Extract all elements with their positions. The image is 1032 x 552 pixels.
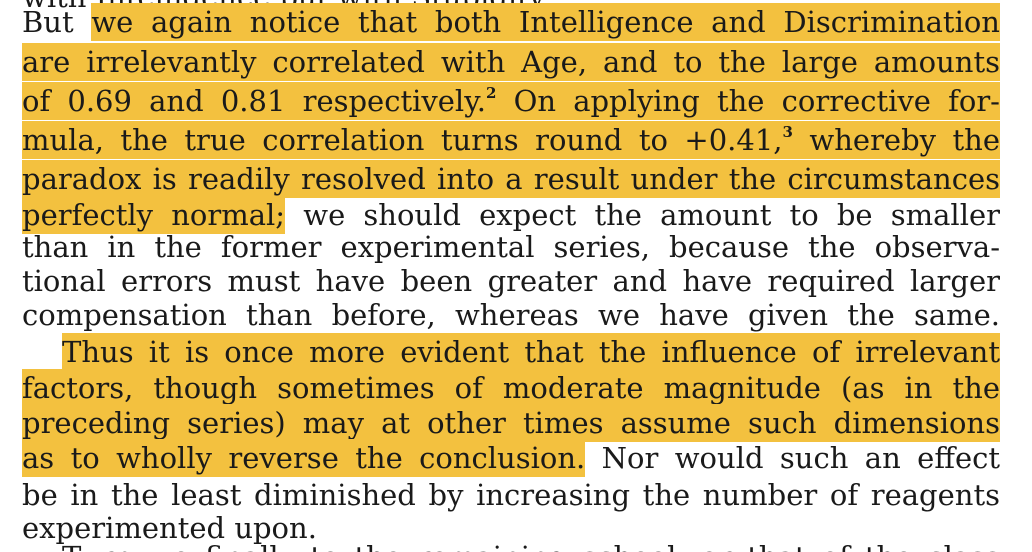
highlighted-text: of 0.69 and 0.81 respectively.2 On apply…	[22, 82, 1000, 120]
highlighted-text: factors, though sometimes of moderate ma…	[22, 369, 1000, 407]
text-line: But we again notice that both Intelligen…	[22, 3, 1000, 41]
text-line: mula, the true correlation turns round t…	[22, 121, 1000, 159]
highlighted-text: mula, the true correlation turns round t…	[22, 121, 1000, 159]
line-text: be in the least diminished by increasing…	[22, 478, 1000, 512]
text-line: of 0.69 and 0.81 respectively.2 On apply…	[22, 82, 1000, 120]
line-text: Turn we finally to the remaining school,…	[62, 540, 1000, 552]
highlighted-segment: On applying the corrective for-	[496, 84, 1000, 118]
highlighted-text: perfectly normal;	[22, 196, 286, 234]
line-text: tional errors must have been greater and…	[22, 264, 1000, 298]
line-text: experimented upon.	[22, 511, 317, 545]
text-line: preceding series) may at other times ass…	[22, 404, 1000, 442]
text-line: paradox is readily resolved into a resul…	[22, 160, 1000, 198]
text-line-paragraph-start: Thus it is once more evident that the in…	[22, 333, 1000, 371]
text-line-cut-bottom: Turn we finally to the remaining school,…	[22, 538, 1000, 552]
footnote-marker: 2	[485, 84, 497, 102]
highlighted-text: preceding series) may at other times ass…	[22, 404, 1000, 442]
highlighted-segment: of 0.69 and 0.81 respectively.	[22, 84, 486, 118]
highlighted-segment: mula, the true correlation turns round t…	[22, 123, 783, 157]
text-line: compensation than before, whereas we hav…	[22, 296, 1000, 334]
line-text: But	[22, 5, 92, 39]
footnote-marker: 3	[782, 123, 793, 141]
highlighted-text: we again notice that both Intelligence a…	[91, 3, 1000, 41]
highlighted-text: are irrelevantly correlated with Age, an…	[22, 43, 1000, 81]
text-line: factors, though sometimes of moderate ma…	[22, 369, 1000, 407]
text-line: perfectly normal; we should expect the a…	[22, 196, 1000, 234]
text-line: experimented upon.	[22, 509, 1000, 547]
line-text: than in the former experimental series, …	[22, 230, 1000, 264]
highlighted-text: Thus it is once more evident that the in…	[62, 333, 1000, 371]
line-text: we should expect the amount to be smalle…	[285, 198, 1000, 232]
text-line: than in the former experimental series, …	[22, 228, 1000, 266]
line-text: Nor would such an effect	[585, 441, 1000, 475]
text-line: tional errors must have been greater and…	[22, 262, 1000, 300]
line-text: compensation than before, whereas we hav…	[22, 298, 1000, 332]
highlighted-text: as to wholly reverse the conclusion.	[22, 439, 586, 477]
text-line: be in the least diminished by increasing…	[22, 476, 1000, 514]
highlighted-segment: whereby the	[792, 123, 1000, 157]
text-line: are irrelevantly correlated with Age, an…	[22, 43, 1000, 81]
highlighted-text: paradox is readily resolved into a resul…	[22, 160, 1000, 198]
text-line: as to wholly reverse the conclusion. Nor…	[22, 439, 1000, 477]
